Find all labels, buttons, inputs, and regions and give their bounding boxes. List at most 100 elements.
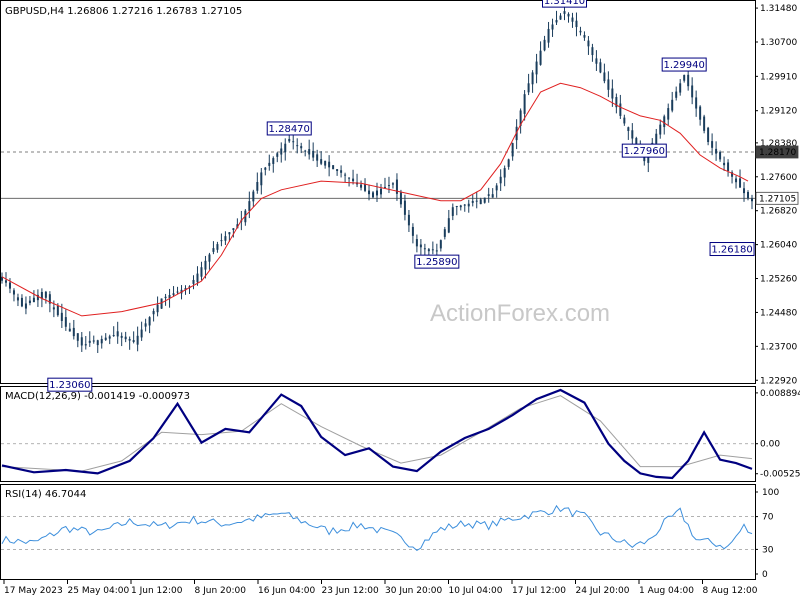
candle-body [196, 273, 199, 283]
price-level-tag [755, 191, 799, 205]
candle-body [439, 240, 442, 249]
price-label-text: 1.31410 [544, 0, 585, 7]
candle-body [52, 307, 55, 310]
candle-body [507, 159, 510, 167]
candle-body [683, 75, 686, 81]
macd-y-tick-label: 0.00 [760, 440, 780, 450]
rsi-series-group [1, 504, 755, 552]
x-axis-group: 17 May 2023 25 May 04:00 1 Jun 12:00 8 Jun … [3, 580, 758, 596]
candle-body [659, 124, 662, 135]
candle-body [395, 179, 398, 194]
candle-body [391, 183, 394, 185]
candle-body [368, 190, 371, 195]
candle-body [116, 331, 119, 337]
price-label-text: 1.25890 [416, 257, 457, 268]
candle-body [635, 138, 638, 147]
price-y-tick-label: 1.29120 [760, 107, 797, 117]
candle-body [32, 297, 35, 303]
price-label-text: 1.23060 [49, 380, 90, 391]
price-label-box [266, 121, 312, 136]
x-tick-label: 10 Jul 04:00 [449, 586, 503, 596]
price-label-text: 1.29940 [664, 60, 705, 71]
candle-body [611, 88, 614, 99]
candle-body [300, 146, 303, 149]
candle-body [687, 74, 690, 87]
candle-body [84, 344, 87, 346]
candle-body [675, 91, 678, 98]
candle-body [535, 61, 538, 75]
candle-body [232, 228, 235, 230]
candle-body [471, 200, 474, 203]
candle-body [719, 152, 722, 160]
candle-body [176, 291, 179, 293]
candle-body [455, 206, 458, 208]
price-y-tick-label: 1.23700 [760, 342, 797, 352]
candle-body [76, 333, 79, 341]
candle-body [723, 162, 726, 166]
candle-body [132, 340, 135, 342]
candle-body [559, 15, 562, 20]
candle-body [739, 178, 742, 188]
candle-body [1, 276, 3, 281]
candle-body [248, 201, 251, 211]
price-label-text: 1.28470 [269, 124, 310, 135]
candle-body [447, 218, 450, 233]
candle-body [631, 130, 634, 139]
candle-body [200, 267, 203, 277]
price-y-tick-label: 1.30700 [760, 38, 797, 48]
candle-body [511, 143, 514, 157]
macd-y-tick-label: -0.005252 [760, 470, 800, 480]
x-tick-label: 24 Jul 20:00 [576, 586, 630, 596]
candle-body [539, 50, 542, 65]
candle-body [583, 35, 586, 38]
candle-body [671, 99, 674, 111]
x-tick-label: 1 Jun 12:00 [131, 586, 183, 596]
candle-body [224, 236, 227, 241]
candle-body [148, 317, 151, 326]
macd-y-tick-label: 0.008894 [760, 389, 800, 399]
price-level-tag-text: 1.28170 [759, 148, 796, 158]
candle-body [8, 282, 11, 289]
candle-body [435, 250, 438, 252]
candle-body [555, 20, 558, 23]
candle-body [679, 83, 682, 93]
candle-body [104, 337, 107, 340]
x-tick-label: 8 Jun 20:00 [195, 586, 247, 596]
candle-body [451, 207, 454, 216]
candle-body [268, 162, 271, 166]
candle-body [40, 292, 43, 299]
candle-body [172, 293, 175, 296]
candle-body [272, 158, 275, 164]
candle-body [112, 335, 115, 337]
candle-body [475, 200, 478, 202]
candle-body [364, 184, 367, 191]
candle-body [423, 248, 426, 250]
y-axis-group: 1.31480 1.30700 1.29910 1.29120 1.28380 1.276… [755, 4, 800, 580]
price-label-text: 1.26180 [711, 245, 752, 256]
candle-body [547, 28, 550, 43]
candle-body [419, 244, 422, 248]
candle-body [220, 240, 223, 242]
candle-body [615, 97, 618, 108]
candle-body [579, 30, 582, 33]
candle-body [320, 159, 323, 164]
candle-body [415, 239, 418, 247]
macd-line [1, 388, 753, 480]
candle-body [136, 335, 139, 345]
candle-body [543, 39, 546, 51]
candle-body [64, 317, 67, 327]
x-tick-label: 23 Jun 12:00 [322, 586, 379, 596]
candle-body [192, 279, 195, 284]
moving-average-line [1, 82, 749, 317]
candle-body [108, 336, 111, 339]
macd-panel-title: MACD(12,26,9) -0.001419 -0.000973 [5, 391, 190, 402]
candle-body [551, 24, 554, 30]
candle-body [499, 176, 502, 184]
candle-body [575, 20, 578, 28]
price-y-tick-label: 1.26820 [760, 207, 797, 217]
candle-body [467, 203, 470, 207]
x-tick-label: 16 Jun 04:00 [258, 586, 315, 596]
candle-body [12, 290, 15, 295]
candle-body [312, 150, 315, 158]
